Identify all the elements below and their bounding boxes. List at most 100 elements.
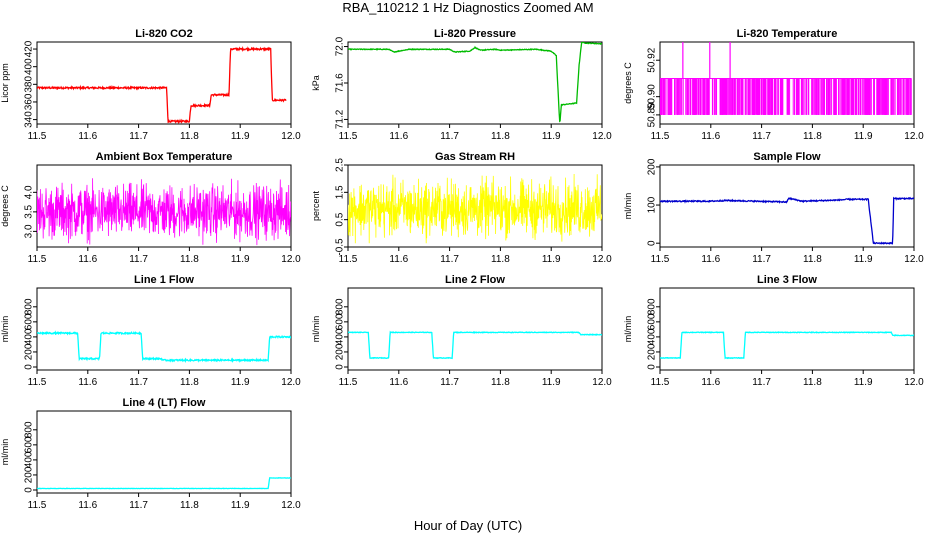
x-tick-label: 11.7 xyxy=(752,131,771,142)
x-tick-label: 11.8 xyxy=(180,377,199,388)
y-tick-label: 71.6 xyxy=(335,73,346,93)
y-tick-label: 600 xyxy=(335,313,346,330)
series-line xyxy=(348,173,602,244)
plot-frame xyxy=(347,287,603,371)
y-tick-label: 800 xyxy=(24,421,35,438)
x-tick-label: 11.7 xyxy=(440,377,459,388)
x-tick-label: 12.0 xyxy=(592,131,612,142)
figure-title: RBA_110212 1 Hz Diagnostics Zoomed AM xyxy=(342,0,594,15)
y-tick-label: 0 xyxy=(335,364,346,370)
panel-title: Li-820 CO2 xyxy=(135,28,192,40)
series-line xyxy=(37,477,291,490)
x-tick-label: 12.0 xyxy=(592,377,612,388)
y-axis-label: degrees C xyxy=(623,62,633,104)
y-tick-label: 600 xyxy=(24,313,35,330)
x-tick-label: 11.8 xyxy=(491,377,510,388)
x-tick-label: 11.6 xyxy=(78,500,97,511)
x-tick-label: 11.9 xyxy=(231,377,250,388)
x-tick-label: 11.9 xyxy=(854,377,873,388)
series-line xyxy=(660,196,914,245)
y-tick-label: 200 xyxy=(647,343,658,360)
x-tick-label: 11.7 xyxy=(752,377,771,388)
y-tick-label: 50.90 xyxy=(647,84,658,109)
plot-frame xyxy=(36,41,292,125)
panel-title: Line 3 Flow xyxy=(757,274,817,286)
panel-sample-flow: Sample Flow ml/min 11.5 11.6 11.7 11.8 11.9 12.… xyxy=(623,151,924,265)
panel-title: Line 4 (LT) Flow xyxy=(123,397,206,409)
x-tick-label: 11.8 xyxy=(180,131,199,142)
x-tick-label: 11.8 xyxy=(803,377,822,388)
x-tick-label: 11.9 xyxy=(854,131,873,142)
x-tick-label: 11.5 xyxy=(339,377,358,388)
x-tick-label: 11.6 xyxy=(78,377,97,388)
x-tick-label: 12.0 xyxy=(281,377,301,388)
y-tick-label: 3.0 xyxy=(24,224,35,238)
x-tick-label: 12.0 xyxy=(281,500,301,511)
x-tick-label: 11.6 xyxy=(389,131,408,142)
panel-li-820-temperature: Li-820 Temperature degrees C 11.5 11.6 11.7 1… xyxy=(623,28,924,142)
y-tick-label: 360 xyxy=(24,93,35,110)
x-tick-label: 11.5 xyxy=(28,131,47,142)
y-tick-label: 200 xyxy=(24,466,35,483)
y-tick-label: 380 xyxy=(24,76,35,93)
y-tick-label: 400 xyxy=(647,328,658,345)
panel-title: Ambient Box Temperature xyxy=(96,151,233,163)
y-axis-label: percent xyxy=(311,190,321,221)
x-tick-label: 11.5 xyxy=(651,377,670,388)
x-tick-label: 11.9 xyxy=(854,254,873,265)
x-tick-label: 11.5 xyxy=(651,131,670,142)
panel-li-820-co2: Li-820 CO2 Licor ppm 11.5 11.6 11.7 11.8 11.9 1… xyxy=(0,28,301,142)
x-tick-label: 11.5 xyxy=(339,254,358,265)
panel-gas-stream-rh: Gas Stream RH percent 11.5 11.6 11.7 11.8 11.9… xyxy=(311,151,612,265)
panel-title: Gas Stream RH xyxy=(435,151,515,163)
x-tick-label: 11.6 xyxy=(701,377,720,388)
y-tick-label: 600 xyxy=(24,436,35,453)
series-line xyxy=(37,178,291,246)
x-tick-label: 11.5 xyxy=(28,377,47,388)
x-tick-label: 11.8 xyxy=(491,254,510,265)
y-tick-label: 100 xyxy=(647,196,658,213)
y-tick-label: 0 xyxy=(24,487,35,493)
x-tick-label: 11.7 xyxy=(752,254,771,265)
x-tick-label: 11.5 xyxy=(651,254,670,265)
panel-title: Sample Flow xyxy=(753,151,821,163)
y-tick-label: 0 xyxy=(24,364,35,370)
y-tick-label: 2.5 xyxy=(335,158,346,172)
x-tick-label: 12.0 xyxy=(904,254,924,265)
y-tick-label: 1.5 xyxy=(335,185,346,199)
series-line xyxy=(37,330,291,364)
series-line xyxy=(348,330,602,360)
series-spikes xyxy=(660,42,912,115)
x-tick-label: 11.9 xyxy=(231,254,250,265)
x-tick-label: 11.7 xyxy=(129,254,148,265)
y-axis-label: ml/min xyxy=(0,439,10,466)
y-tick-label: 400 xyxy=(335,328,346,345)
x-tick-label: 11.9 xyxy=(231,131,250,142)
x-tick-label: 11.9 xyxy=(231,500,250,511)
x-tick-label: 11.7 xyxy=(440,254,459,265)
x-tick-label: 11.7 xyxy=(129,500,148,511)
x-tick-label: 12.0 xyxy=(281,254,301,265)
x-tick-label: 11.8 xyxy=(803,131,822,142)
panel-line-4-lt-flow: Line 4 (LT) Flow ml/min 11.5 11.6 11.7 11.8 11… xyxy=(0,397,301,511)
x-tick-label: 12.0 xyxy=(904,131,924,142)
panel-title: Li-820 Pressure xyxy=(434,28,516,40)
y-tick-label: 4.0 xyxy=(24,185,35,199)
x-tick-label: 12.0 xyxy=(281,131,301,142)
y-tick-label: 50.89 xyxy=(647,102,658,127)
panel-line-1-flow: Line 1 Flow ml/min 11.5 11.6 11.7 11.8 11.9 12.… xyxy=(0,274,301,388)
y-tick-label: 0.5 xyxy=(335,212,346,226)
y-tick-label: 71.2 xyxy=(335,109,346,129)
panel-title: Li-820 Temperature xyxy=(737,28,838,40)
y-tick-label: 72.0 xyxy=(335,36,346,56)
x-tick-label: 11.7 xyxy=(129,131,148,142)
y-axis-label: ml/min xyxy=(0,316,10,343)
panel-title: Line 2 Flow xyxy=(445,274,505,286)
x-tick-label: 11.6 xyxy=(389,377,408,388)
y-axis-label: kPa xyxy=(311,75,321,91)
y-tick-label: 400 xyxy=(24,451,35,468)
y-tick-label: 3.5 xyxy=(24,204,35,218)
x-tick-label: 12.0 xyxy=(592,254,612,265)
y-tick-label: -0.5 xyxy=(335,238,346,256)
plot-frame xyxy=(36,410,292,494)
